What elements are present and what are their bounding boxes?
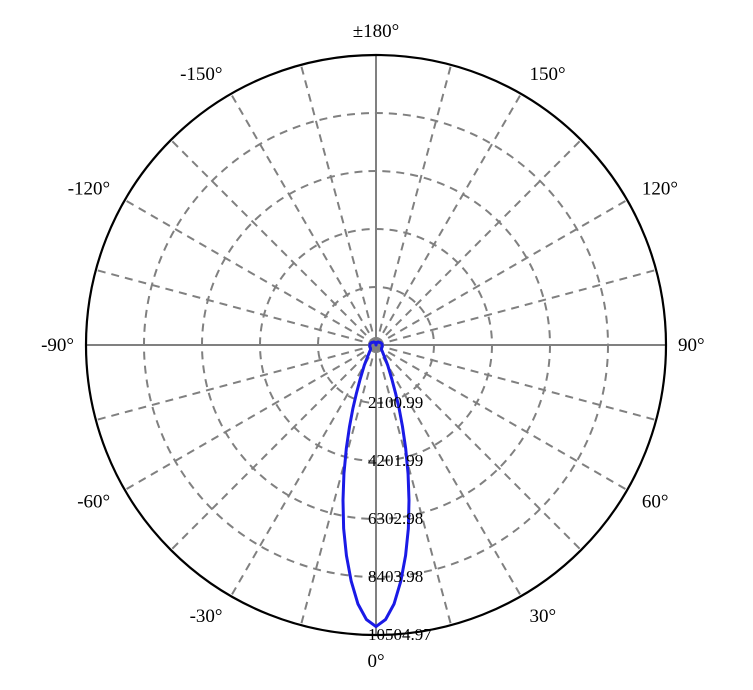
grid-spoke	[231, 345, 376, 596]
grid-spoke	[96, 270, 376, 345]
angle-tick-label: 60°	[642, 492, 669, 513]
polar-svg: 2100.994201.996302.988403.9810504.97±180…	[0, 0, 753, 690]
grid-spoke	[96, 345, 376, 420]
grid-spoke	[376, 94, 521, 345]
angle-tick-label: 150°	[530, 64, 566, 85]
angle-tick-label: 30°	[530, 606, 557, 627]
radial-tick-label: 2100.99	[368, 393, 423, 412]
angle-tick-label: -30°	[190, 606, 223, 627]
grid-spoke	[171, 140, 376, 345]
grid-spoke	[125, 345, 376, 490]
angle-tick-label: 90°	[678, 335, 705, 356]
grid-spoke	[376, 65, 451, 345]
grid-spoke	[301, 65, 376, 345]
angle-tick-label: ±180°	[353, 21, 400, 42]
angle-tick-label: 0°	[367, 651, 384, 672]
angle-tick-label: -90°	[41, 335, 74, 356]
angle-tick-label: -150°	[180, 64, 222, 85]
angle-tick-label: 120°	[642, 179, 678, 200]
grid-spoke	[125, 200, 376, 345]
angle-tick-label: -120°	[68, 179, 110, 200]
angle-tick-label: -60°	[77, 492, 110, 513]
grid-spoke	[231, 94, 376, 345]
grid-spoke	[376, 270, 656, 345]
radial-tick-label: 6302.98	[368, 509, 423, 528]
radial-tick-label: 4201.99	[368, 451, 423, 470]
grid-spoke	[376, 140, 581, 345]
radial-tick-label: 8403.98	[368, 567, 423, 586]
polar-chart: 2100.994201.996302.988403.9810504.97±180…	[0, 0, 753, 690]
grid-spoke	[376, 345, 521, 596]
grid-spoke	[376, 200, 627, 345]
grid-spoke	[301, 345, 376, 625]
